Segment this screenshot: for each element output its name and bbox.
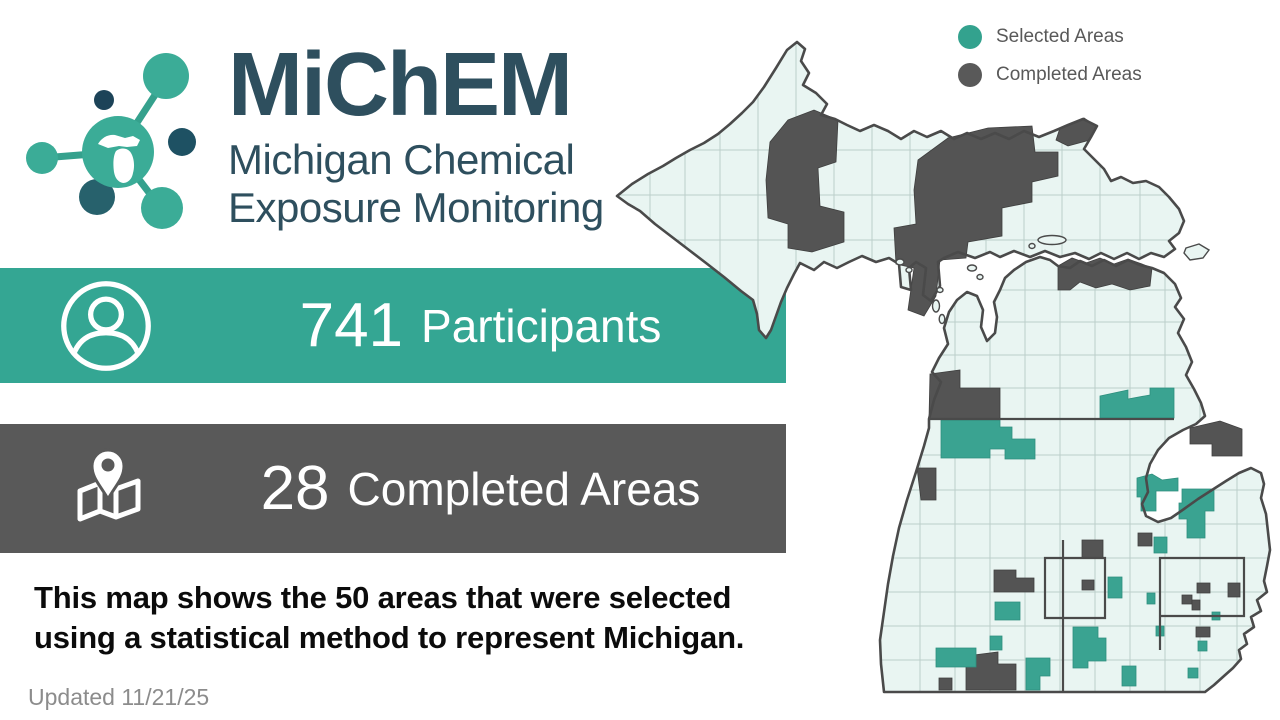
map-pin-icon	[77, 448, 141, 521]
app-subtitle: Michigan Chemical Exposure Monitoring	[228, 136, 648, 232]
completed-stat: 28 Completed Areas	[185, 424, 776, 553]
participants-label: Participants	[421, 299, 662, 352]
islands-layer	[895, 234, 1211, 325]
legend-completed-label: Completed Areas	[996, 64, 1142, 85]
brand-block: MiChEM Michigan Chemical Exposure Monito…	[228, 40, 648, 232]
michigan-up-silhouette	[98, 134, 140, 148]
app-title: MiChEM	[228, 35, 573, 135]
molecule-node	[94, 90, 114, 110]
completed-areas-layer	[765, 109, 1243, 691]
upper-peninsula-outline	[615, 40, 1186, 340]
description-line-1: This map shows the 50 areas that were se…	[34, 580, 732, 615]
molecule-node	[141, 187, 183, 229]
selected-areas-layer	[935, 387, 1221, 691]
updated-date: Updated 11/21/25	[28, 684, 210, 710]
region-group-borders	[928, 417, 1246, 692]
map-legend: Selected Areas Completed Areas	[958, 18, 1142, 94]
legend-selected-label: Selected Areas	[996, 26, 1124, 47]
lower-peninsula-outline	[878, 255, 1272, 694]
upper-peninsula-land	[617, 42, 1184, 338]
legend-row-selected: Selected Areas	[958, 18, 1142, 56]
subtitle-line-1: Michigan Chemical	[228, 136, 575, 183]
completed-areas-dot-icon	[958, 63, 982, 87]
legend-row-completed: Completed Areas	[958, 56, 1142, 94]
michem-logo-icon	[26, 53, 196, 229]
completed-areas-banner: 28 Completed Areas	[0, 424, 786, 553]
person-icon	[61, 280, 151, 371]
molecule-node	[143, 53, 189, 99]
molecule-node	[26, 142, 58, 174]
participants-banner: 741 Participants	[0, 268, 786, 383]
participants-icon-wrap	[58, 268, 154, 383]
molecule-node	[79, 179, 115, 215]
participants-stat: 741 Participants	[185, 268, 776, 383]
molecule-node	[168, 128, 196, 156]
lower-peninsula-land	[880, 257, 1270, 692]
completed-icon-wrap	[58, 424, 158, 553]
subtitle-line-2: Exposure Monitoring	[228, 184, 604, 231]
participants-value: 741	[299, 290, 404, 360]
map-description: This map shows the 50 areas that were se…	[34, 578, 814, 658]
completed-value: 28	[260, 453, 330, 523]
completed-label: Completed Areas	[347, 462, 701, 515]
selected-areas-dot-icon	[958, 25, 982, 49]
michigan-map	[615, 40, 1272, 694]
description-line-2: using a statistical method to represent …	[34, 620, 745, 655]
michigan-lp-silhouette	[113, 148, 135, 183]
